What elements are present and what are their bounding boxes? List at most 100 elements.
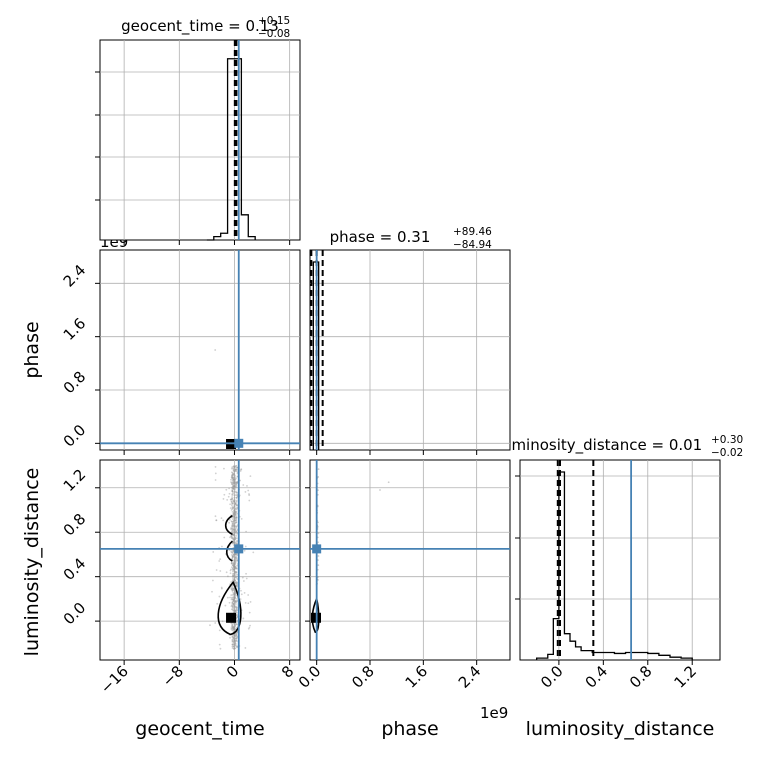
scatter-point [234,581,236,584]
scatter-point [214,479,217,481]
scatter-point [233,570,236,572]
title-geocent-time-plus: +0.15 [258,15,290,27]
scatter-point [234,559,237,562]
scatter-point [232,595,235,598]
scatter-point [233,500,236,503]
scatter-point [232,465,235,468]
panel-geo-lumdist-contour [217,580,242,636]
scatter-point [232,537,234,540]
scatter-point [232,647,235,650]
scatter-point [231,502,234,505]
scatter-point [233,559,236,562]
scatter-point [231,518,234,520]
scatter-point [235,605,238,608]
scatter-point [234,556,237,559]
scatter-point [231,475,234,478]
scatter-point [232,606,235,609]
scatter-point [231,598,234,601]
scatter-point [231,638,234,641]
scatter-point [232,481,235,484]
scatter-point [233,587,235,590]
scatter-point [234,640,237,643]
scatter-point [233,639,236,642]
scatter-point [232,588,235,591]
scatter-point [231,608,234,611]
scatter-point [234,537,237,539]
scatter-point [232,528,235,531]
scatter-point [242,484,245,486]
scatter-point [234,601,236,604]
panel-phase-lumdist-truth-marker [312,544,322,554]
scatter-point [252,551,255,554]
scatter-point [235,638,238,640]
scatter-point [229,572,232,575]
scatter-point [234,572,237,575]
panel-geocent-time-hist-line [206,58,256,241]
scatter-point [235,521,237,523]
scatter-point [234,494,237,496]
scatter-point [231,647,234,649]
x-axis-label-phase: phase [381,718,438,740]
scatter-point [234,483,237,486]
panel-geo-lumdist-truth-marker [234,544,244,554]
scatter-point [235,486,238,489]
scatter-point [230,475,233,478]
scatter-point [232,602,235,605]
scatter-point [231,528,234,531]
scatter-point [233,565,235,568]
scatter-point [212,579,214,582]
scatter-point [224,604,227,607]
scatter-point [233,592,236,595]
scatter-point [249,624,251,627]
scatter-point [234,643,237,646]
scatter-point [234,597,237,600]
scatter-point [218,560,221,562]
scatter-point [235,470,238,473]
scatter-point [234,478,236,481]
scatter-point [235,633,238,636]
scatter-point [230,530,233,533]
scatter-point [235,646,238,649]
scatter-point [233,563,236,566]
scatter-point [233,578,236,581]
scatter-point [215,569,218,571]
scatter-point [235,530,237,533]
scatter-point [231,639,234,642]
hist-bar-geocent_time [228,59,235,240]
scatter-point [233,555,236,557]
scatter-point [234,623,237,626]
title-geocent-time-minus: −0.08 [258,28,290,40]
scatter-point [231,640,234,643]
scatter-point [222,519,225,522]
scatter-point [234,563,237,565]
hist-bar-luminosity_distance [637,652,648,660]
scatter-point [233,559,236,562]
scatter-point [235,531,238,534]
scatter-point [220,586,223,589]
scatter-point [231,476,234,479]
scatter-point [234,468,237,471]
scatter-point [234,600,237,603]
scatter-point [228,487,230,490]
hist-bar-luminosity_distance [614,653,625,660]
scatter-point [230,528,232,531]
title-geocent-time: geocent_time = 0.13 [121,17,279,36]
scatter-point [233,572,235,575]
scatter-point [234,536,237,539]
scatter-point [249,475,252,478]
scatter-point [233,564,236,567]
scatter-point [234,478,237,481]
y-tick-label-luminosity_distance: 0.0 [60,599,90,629]
scatter-point [232,553,235,556]
scatter-point [231,564,234,567]
scatter-point [235,594,237,597]
scatter-point [234,502,237,505]
scatter-point [231,602,234,604]
scatter-point [235,481,238,484]
scatter-point [244,545,247,548]
scatter-point [232,520,235,522]
scatter-point [231,527,233,530]
scatter-point [233,512,236,515]
scatter-point [234,553,236,556]
scatter-point [233,509,236,512]
